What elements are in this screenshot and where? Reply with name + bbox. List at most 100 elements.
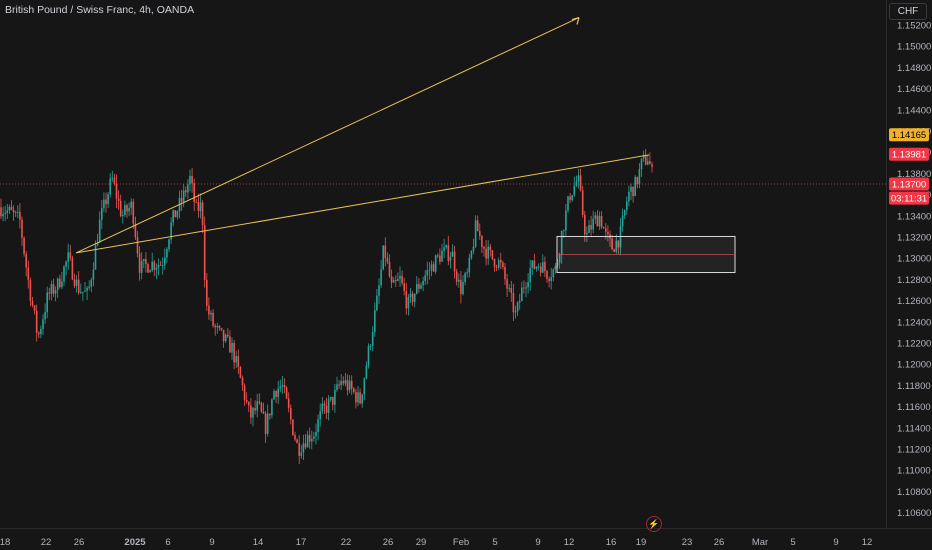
candle-body bbox=[159, 264, 162, 266]
candle-body bbox=[69, 252, 72, 259]
candle-body bbox=[227, 334, 229, 337]
candle-body bbox=[630, 186, 632, 192]
time-tick-label: 9 bbox=[535, 537, 540, 548]
candle-body bbox=[256, 401, 258, 411]
candle-body bbox=[365, 365, 368, 379]
time-tick-label: 26 bbox=[383, 537, 394, 548]
candle-body bbox=[460, 279, 462, 295]
time-tick-label: 23 bbox=[682, 537, 693, 548]
candle-body bbox=[90, 279, 93, 287]
price-tick-label: 1.10800 bbox=[897, 487, 931, 498]
candle-body bbox=[17, 211, 19, 213]
candle-body bbox=[581, 190, 584, 215]
candle-body bbox=[111, 177, 114, 179]
candle-body bbox=[361, 394, 363, 404]
candle-body bbox=[264, 413, 267, 434]
candle-body bbox=[437, 255, 439, 257]
candle-body bbox=[128, 207, 130, 212]
candle-body bbox=[50, 284, 53, 294]
candle-body bbox=[319, 411, 321, 420]
time-tick-label: 26 bbox=[714, 537, 725, 548]
candle-body bbox=[149, 270, 151, 273]
candle-body bbox=[294, 435, 296, 440]
time-tick-label: 9 bbox=[833, 537, 838, 548]
candle-body bbox=[474, 220, 477, 247]
candle-body bbox=[455, 271, 458, 282]
candle-body bbox=[544, 262, 546, 271]
candle-body bbox=[642, 155, 645, 159]
candle-body bbox=[470, 251, 473, 259]
candle-body bbox=[170, 222, 172, 240]
price-tick-label: 1.10600 bbox=[897, 508, 931, 519]
candle-body bbox=[340, 381, 342, 386]
candle-body bbox=[466, 272, 468, 274]
candle-body bbox=[514, 311, 517, 313]
candle-body bbox=[355, 391, 357, 403]
candle-body bbox=[203, 225, 206, 280]
candle-body bbox=[134, 223, 137, 238]
candle-body bbox=[206, 279, 208, 306]
price-label-badge: 1.13700 bbox=[889, 177, 929, 191]
candle-body bbox=[348, 380, 351, 391]
candle-body bbox=[422, 280, 424, 286]
candle-body bbox=[590, 225, 592, 230]
candle-body bbox=[413, 293, 416, 302]
candle-body bbox=[313, 436, 315, 439]
candle-body bbox=[321, 403, 324, 412]
candle-body bbox=[651, 164, 653, 167]
candle-body bbox=[357, 392, 359, 403]
candle-body bbox=[59, 278, 61, 288]
price-label-badge: 03:11:31 bbox=[889, 191, 929, 205]
candle-body bbox=[220, 327, 223, 330]
candle-body bbox=[77, 279, 80, 293]
candle-body bbox=[254, 408, 256, 411]
candle-body bbox=[403, 283, 405, 292]
candle-body bbox=[113, 177, 116, 184]
candle-body bbox=[218, 326, 221, 328]
candle-body bbox=[222, 329, 225, 342]
currency-button[interactable]: CHF bbox=[889, 3, 927, 20]
candle-body bbox=[212, 312, 214, 326]
candle-body bbox=[552, 269, 555, 278]
candle-body bbox=[6, 210, 9, 213]
price-tick-label: 1.11000 bbox=[897, 466, 931, 477]
candle-body bbox=[596, 215, 599, 227]
candle-body bbox=[607, 231, 609, 235]
candle-body bbox=[107, 194, 109, 205]
candle-body bbox=[611, 238, 613, 250]
candle-body bbox=[327, 399, 330, 413]
candle-body bbox=[472, 246, 475, 252]
candle-body bbox=[285, 387, 288, 399]
projection-path bbox=[75, 17, 650, 254]
price-tick-label: 1.14800 bbox=[897, 63, 931, 74]
candle-body bbox=[502, 262, 504, 267]
candle-body bbox=[8, 206, 11, 211]
candle-body bbox=[571, 195, 573, 201]
candle-body bbox=[14, 211, 17, 213]
price-label-bg bbox=[889, 191, 929, 205]
candle-body bbox=[115, 183, 118, 199]
candle-body bbox=[636, 176, 639, 185]
price-tick-label: 1.11600 bbox=[897, 402, 931, 413]
candle-body bbox=[644, 155, 647, 165]
candle-body bbox=[363, 378, 366, 395]
candle-body bbox=[73, 279, 76, 286]
candle-body bbox=[143, 259, 145, 261]
price-label-text: 03:11:31 bbox=[891, 194, 927, 205]
candle-body bbox=[82, 291, 84, 293]
candle-body bbox=[75, 279, 78, 286]
candle-body bbox=[42, 319, 44, 330]
bolt-icon[interactable]: ⚡ bbox=[646, 516, 662, 532]
candle-body bbox=[489, 246, 492, 251]
candle-body bbox=[33, 305, 36, 311]
candle-body bbox=[88, 286, 90, 288]
candle-body bbox=[390, 276, 393, 283]
candle-body bbox=[250, 405, 252, 418]
candle-body bbox=[168, 239, 170, 250]
candle-body bbox=[48, 292, 51, 294]
projection-arrowhead bbox=[571, 17, 580, 25]
candle-body bbox=[132, 201, 135, 224]
candle-body bbox=[468, 258, 471, 273]
candle-body bbox=[109, 178, 111, 195]
